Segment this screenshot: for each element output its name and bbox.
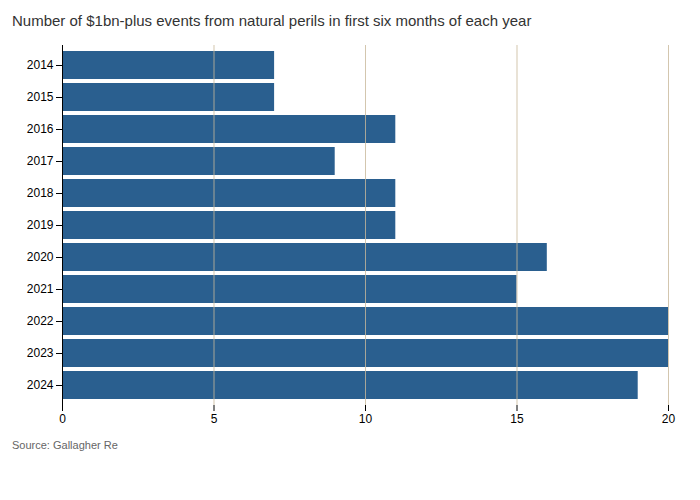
svg-text:2024: 2024 [27, 378, 54, 392]
svg-text:2018: 2018 [27, 186, 54, 200]
svg-text:5: 5 [211, 412, 218, 426]
html-text:Source: Gallagher Re: Source: Gallagher Re [12, 439, 118, 451]
svg-text:2019: 2019 [27, 218, 54, 232]
svg-text:15: 15 [510, 412, 524, 426]
svg-text:2016: 2016 [27, 122, 54, 136]
html-text:Number of $1bn-plus events fro: Number of $1bn-plus events from natural … [12, 12, 532, 29]
svg-text:0: 0 [59, 412, 66, 426]
svg-text:2015: 2015 [27, 90, 54, 104]
svg-text:2023: 2023 [27, 346, 54, 360]
svg-text:2017: 2017 [27, 154, 54, 168]
svg-text:2021: 2021 [27, 282, 54, 296]
svg-text:2014: 2014 [27, 58, 54, 72]
svg-text:2022: 2022 [27, 314, 54, 328]
svg-text:20: 20 [662, 412, 676, 426]
svg-text:2020: 2020 [27, 250, 54, 264]
svg-text:10: 10 [359, 412, 373, 426]
